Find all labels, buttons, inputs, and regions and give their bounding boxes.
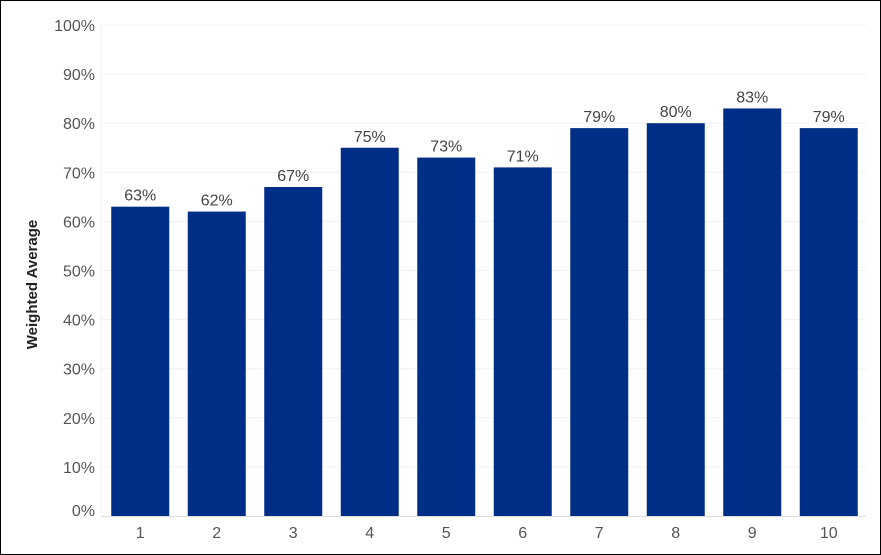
x-tick-label: 3 xyxy=(289,525,298,542)
y-tick-label: 40% xyxy=(63,313,95,330)
bar xyxy=(723,108,782,516)
bar xyxy=(111,206,170,517)
x-tick-label: 2 xyxy=(212,525,221,542)
data-label: 62% xyxy=(201,193,233,210)
bars xyxy=(111,108,858,517)
data-labels: 63% 62% 67% 75% 73% 71% 79% 80% 83% 79% xyxy=(124,89,845,209)
data-label: 83% xyxy=(736,89,768,106)
data-label: 79% xyxy=(813,109,845,126)
data-label: 80% xyxy=(660,104,692,121)
bar xyxy=(187,211,246,516)
y-tick-label: 70% xyxy=(63,165,95,182)
x-tick-label: 4 xyxy=(365,525,374,542)
y-tick-label: 30% xyxy=(63,362,95,379)
bar xyxy=(417,157,476,516)
data-label: 67% xyxy=(277,168,309,185)
bar xyxy=(340,147,399,516)
data-label: 79% xyxy=(583,109,615,126)
bar xyxy=(493,167,552,516)
x-tick-label: 1 xyxy=(136,525,145,542)
x-axis-ticks: 1 2 3 4 5 6 7 8 9 10 xyxy=(136,525,838,542)
bar xyxy=(799,128,858,517)
x-tick-label: 8 xyxy=(671,525,680,542)
data-label: 73% xyxy=(430,139,462,156)
y-tick-label: 90% xyxy=(63,67,95,84)
y-tick-label: 60% xyxy=(63,214,95,231)
bar xyxy=(646,123,705,516)
y-axis-ticks: 0% 10% 20% 30% 40% 50% 60% 70% 80% 90% 100% xyxy=(54,18,95,520)
y-tick-label: 80% xyxy=(63,116,95,133)
bar xyxy=(570,128,629,517)
x-tick-label: 10 xyxy=(820,525,838,542)
y-tick-label: 100% xyxy=(54,18,95,35)
y-axis-label: Weighted Average xyxy=(24,220,41,349)
data-label: 75% xyxy=(354,129,386,146)
x-tick-label: 6 xyxy=(518,525,527,542)
y-tick-label: 20% xyxy=(63,411,95,428)
data-label: 71% xyxy=(507,148,539,165)
y-tick-label: 0% xyxy=(72,503,95,520)
x-tick-label: 7 xyxy=(595,525,604,542)
y-tick-label: 50% xyxy=(63,264,95,281)
bar xyxy=(264,187,323,516)
x-tick-label: 9 xyxy=(748,525,757,542)
y-tick-label: 10% xyxy=(63,460,95,477)
data-label: 63% xyxy=(124,188,156,205)
x-tick-label: 5 xyxy=(442,525,451,542)
